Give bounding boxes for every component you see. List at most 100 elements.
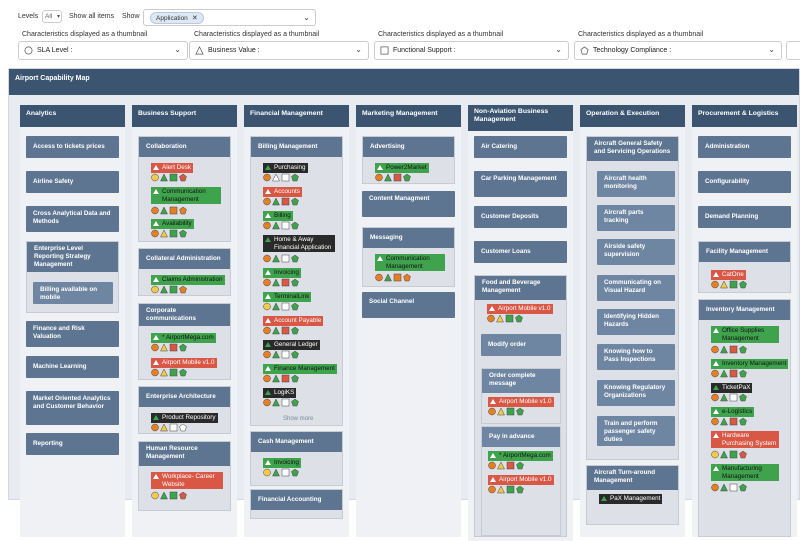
group-header[interactable]: Human Resource Management (139, 442, 230, 466)
capability-box[interactable]: Content Managment (362, 191, 455, 217)
application-item[interactable]: Communication Management (151, 187, 221, 204)
group-header[interactable]: Enterprise Level Reporting Strategy Mana… (27, 242, 118, 272)
application-item[interactable]: * AirportMega.com (488, 451, 553, 461)
group-header[interactable]: Advertising (363, 137, 454, 157)
capability-box[interactable]: Demand Planning (698, 206, 791, 228)
fifth-characteristic-select[interactable] (786, 41, 800, 60)
capability-box[interactable]: Airline Safety (26, 171, 119, 193)
capability-box[interactable]: Air Catering (474, 136, 567, 158)
capability-box[interactable]: Access to tickets prices (26, 136, 119, 158)
application-item[interactable]: Manufacturing Management (711, 464, 779, 481)
group-header[interactable]: Collaboration (139, 137, 230, 157)
capability-box[interactable]: Identifying Hidden Hazards (597, 309, 675, 335)
group-header[interactable]: Messaging (363, 228, 454, 248)
application-item[interactable]: Inventory Management (711, 359, 789, 369)
capability-box[interactable]: Airside safety supervision (597, 239, 675, 265)
application-item[interactable]: PaX Management (599, 494, 663, 504)
application-item[interactable]: Account Payable (263, 316, 324, 326)
capability-box[interactable]: Customer Loans (474, 241, 567, 263)
capability-box[interactable]: Modify order (481, 334, 561, 356)
group-header[interactable]: Corporate communications (139, 304, 230, 326)
application-item[interactable]: TicketPaX (711, 383, 753, 393)
application-item[interactable]: Airport Mobile v1.0 (151, 358, 217, 368)
application-item[interactable]: Claims Administration (151, 275, 225, 285)
application-item[interactable]: Airport Mobile v1.0 (488, 475, 554, 485)
application-item[interactable]: General Ledger (263, 340, 320, 350)
application-item[interactable]: Power2Market (375, 163, 429, 173)
group-header[interactable]: Order complete message (482, 369, 560, 393)
capability-box[interactable]: Reporting (26, 433, 119, 455)
capability-box[interactable]: Knowing how to Pass Inspections (597, 344, 675, 370)
application-item[interactable]: e-Logistics (711, 407, 755, 417)
app-label: Workplace- Career Website (162, 473, 215, 488)
capability-group: Pay in advance * AirportMega.com Airport… (481, 426, 561, 536)
capability-box[interactable]: Configurability (698, 171, 791, 193)
business-value-select[interactable]: Business Value : ⌄ (189, 41, 369, 60)
app-label: Hardware Purchasing System (722, 432, 777, 447)
capability-box[interactable]: Aircraft health monitoring (597, 171, 675, 197)
characteristic-shapes-icon (711, 345, 747, 354)
application-item[interactable]: Home & Away Financial Application (263, 235, 335, 252)
application-item[interactable]: Finance Management (263, 364, 337, 374)
show-more-link[interactable]: Show more (283, 416, 314, 422)
application-item[interactable]: Accounts (263, 187, 302, 197)
application-item[interactable]: CatOne (711, 270, 746, 280)
sla-level-select[interactable]: SLA Level : ⌄ (18, 41, 188, 60)
chip-label: Application (156, 15, 188, 22)
group-header[interactable]: Billing Management (251, 137, 342, 157)
capability-map: Airport Capability Map Analytics Access … (8, 68, 800, 541)
capability-box[interactable]: Aircraft parts tracking (597, 205, 675, 231)
group-header[interactable]: Financial Accounting (251, 490, 342, 510)
characteristics-shapes (151, 229, 191, 240)
group-header[interactable]: Pay in advance (482, 427, 560, 447)
capability-box[interactable]: Market Oriented Analytics and Customer B… (26, 391, 119, 425)
top-controls: Levels All ▾ Show all items Show Applicat… (0, 0, 800, 32)
capability-box[interactable]: Communicating on Visual Hazard (597, 275, 675, 301)
characteristics-shapes (711, 450, 751, 461)
functional-support-select[interactable]: Functional Support : ⌄ (374, 41, 569, 60)
capability-box[interactable]: Social Channel (362, 292, 455, 318)
group-header[interactable]: Facility Management (699, 242, 790, 262)
app-label: Invoicing (274, 269, 299, 276)
application-item[interactable]: Airport Mobile v1.0 (488, 397, 554, 407)
application-item[interactable]: Billing (263, 211, 293, 221)
show-all-items-toggle[interactable]: Show all items (69, 13, 115, 20)
capability-box[interactable]: Machine Learning (26, 356, 119, 378)
application-item[interactable]: * AirportMega.com (151, 333, 216, 343)
group-header[interactable]: Food and Beverage Management (475, 276, 566, 300)
capability-box[interactable]: Car Parking Management (474, 171, 567, 197)
capability-box[interactable]: Billing available on mobile (33, 282, 113, 304)
capability-box[interactable]: Train and perform passenger safety dutie… (597, 416, 675, 446)
capability-box[interactable]: Cross Analytical Data and Methods (26, 206, 119, 232)
application-item[interactable]: Airport Mobile v1.0 (487, 304, 553, 314)
application-item[interactable]: Workplace- Career Website (151, 472, 223, 489)
application-item[interactable]: Purchasing (263, 163, 308, 173)
close-icon[interactable]: ✕ (191, 15, 198, 22)
technology-compliance-select[interactable]: Technology Compliance : ⌄ (574, 41, 782, 60)
application-item[interactable]: TerminalLink (263, 292, 312, 302)
group-header[interactable]: Enterprise Architecture (139, 387, 230, 407)
group-header[interactable]: Aircraft General Safety and Servicing Op… (587, 137, 678, 161)
application-item[interactable]: Office Supplies Management (711, 326, 779, 343)
capability-box[interactable]: Finance and Risk Valuation (26, 321, 119, 347)
capability-group: Inventory Management Office Supplies Man… (698, 299, 791, 537)
capability-box[interactable]: Customer Deposits (474, 206, 567, 228)
levels-select[interactable]: All ▾ (42, 10, 62, 23)
application-item[interactable]: LogiKS (263, 388, 297, 398)
application-item[interactable]: Hardware Purchasing System (711, 431, 779, 448)
application-item[interactable]: Communication Management (375, 254, 445, 271)
application-item[interactable]: Alert Desk (151, 163, 194, 173)
group-header[interactable]: Inventory Management (699, 300, 790, 320)
group-header[interactable]: Aircraft Turn-around Management (587, 466, 678, 490)
capability-box[interactable]: Knowing Regulatory Organizations (597, 380, 675, 406)
application-item[interactable]: Invoicing (263, 458, 301, 468)
application-item[interactable]: Invoicing (263, 268, 301, 278)
group-header[interactable]: Cash Management (251, 432, 342, 452)
application-icon (713, 361, 719, 366)
application-item[interactable]: Availability (151, 219, 194, 229)
show-filter-select[interactable]: Application ✕ ⌄ (143, 9, 316, 26)
capability-box[interactable]: Administration (698, 136, 791, 158)
group-header[interactable]: Collateral Administration (139, 249, 230, 269)
characteristic-shapes-icon (151, 173, 187, 182)
application-item[interactable]: Product Repository (151, 413, 218, 423)
